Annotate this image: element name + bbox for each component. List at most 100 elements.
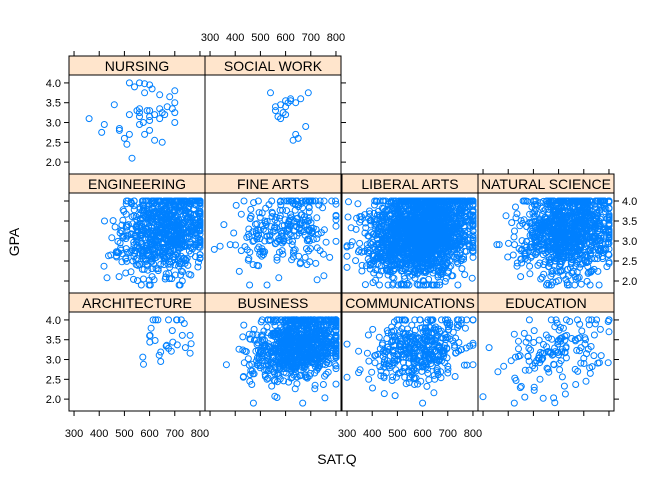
data-point xyxy=(291,246,299,254)
data-point xyxy=(303,261,311,269)
data-point xyxy=(366,210,374,218)
data-point xyxy=(294,201,302,209)
data-point xyxy=(376,197,384,205)
data-point xyxy=(272,239,280,247)
data-point xyxy=(446,221,453,229)
data-point xyxy=(306,226,314,234)
panel-fine-arts: FINE ARTS xyxy=(204,173,342,294)
data-point xyxy=(181,209,189,217)
data-point xyxy=(293,380,301,388)
data-point xyxy=(332,237,340,245)
data-point xyxy=(558,219,566,227)
data-point xyxy=(505,239,512,247)
data-point xyxy=(398,215,406,223)
data-point xyxy=(512,203,519,211)
data-point xyxy=(105,252,112,260)
data-point xyxy=(176,219,184,227)
data-point xyxy=(240,321,248,329)
data-point xyxy=(288,256,296,264)
data-point xyxy=(595,281,603,289)
data-point xyxy=(295,252,303,260)
data-point xyxy=(143,242,151,250)
data-point xyxy=(119,216,127,224)
data-point xyxy=(575,197,583,205)
data-point xyxy=(157,348,165,356)
data-point xyxy=(158,109,166,117)
data-point xyxy=(148,233,156,241)
strip-label-business: BUSINESS xyxy=(238,295,309,311)
data-point xyxy=(419,259,427,267)
data-point xyxy=(192,221,200,229)
data-point xyxy=(181,241,189,249)
data-point xyxy=(435,267,443,275)
data-point xyxy=(517,217,525,225)
data-point xyxy=(374,207,382,215)
data-point xyxy=(541,239,549,247)
data-point xyxy=(277,236,285,244)
data-point xyxy=(147,324,155,332)
data-point xyxy=(148,255,156,263)
data-point xyxy=(589,216,597,224)
data-point xyxy=(278,335,286,343)
data-point xyxy=(385,217,393,225)
data-point xyxy=(186,349,194,357)
data-point xyxy=(319,204,327,212)
data-point xyxy=(469,197,477,205)
data-point xyxy=(278,222,286,230)
data-point xyxy=(560,231,568,239)
data-point xyxy=(580,236,588,244)
data-point xyxy=(327,333,335,341)
data-point xyxy=(555,209,563,217)
data-point xyxy=(375,220,383,228)
panel-social-work: SOCIAL WORK xyxy=(204,55,342,175)
data-point xyxy=(361,281,369,289)
data-point xyxy=(282,103,290,111)
data-point xyxy=(122,255,130,263)
data-point xyxy=(247,335,255,343)
data-point xyxy=(513,262,521,270)
data-point xyxy=(450,253,458,261)
data-point xyxy=(185,270,193,278)
data-point xyxy=(320,329,328,337)
data-point xyxy=(332,197,339,205)
data-point xyxy=(250,199,258,207)
data-point xyxy=(144,197,152,205)
data-point xyxy=(593,237,601,245)
data-point xyxy=(311,381,319,389)
data-point xyxy=(536,199,544,207)
data-point xyxy=(332,216,340,224)
data-point xyxy=(332,212,340,220)
panel-frame xyxy=(204,74,342,175)
data-point xyxy=(495,241,503,249)
data-point xyxy=(550,241,558,249)
data-point xyxy=(397,245,405,253)
data-point xyxy=(171,271,179,279)
data-point xyxy=(267,89,274,97)
data-point xyxy=(513,210,521,218)
data-point xyxy=(547,272,555,280)
data-point xyxy=(444,205,452,213)
data-point xyxy=(316,247,324,255)
data-point xyxy=(137,222,145,230)
data-point xyxy=(243,246,251,254)
data-point xyxy=(526,270,534,278)
data-point xyxy=(432,209,440,217)
data-point xyxy=(366,258,374,266)
data-point xyxy=(175,281,183,289)
data-point xyxy=(554,205,562,213)
data-point xyxy=(448,272,456,280)
data-point xyxy=(249,261,257,269)
data-point xyxy=(167,347,175,355)
data-point xyxy=(426,202,434,210)
data-point xyxy=(260,327,268,335)
panel-liberal-arts: LIBERAL ARTS xyxy=(341,173,479,294)
data-point xyxy=(520,216,528,224)
data-point xyxy=(273,253,281,261)
data-point xyxy=(385,198,393,206)
data-point xyxy=(404,244,411,252)
data-point xyxy=(358,267,366,275)
data-point xyxy=(394,209,402,217)
data-point xyxy=(542,249,550,257)
data-point xyxy=(390,274,398,282)
